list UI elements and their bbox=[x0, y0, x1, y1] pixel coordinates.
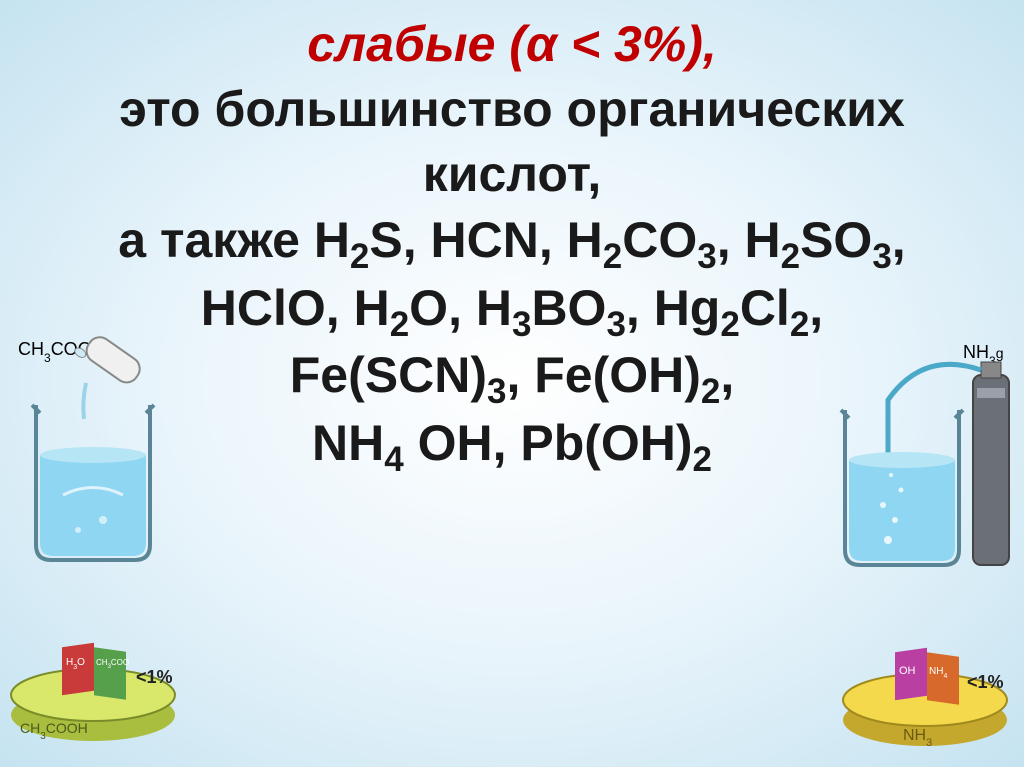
petri-dish-icon: OH NH4 <1% NH3 bbox=[843, 648, 1007, 749]
right-diagram: NH3g OH NH4 <1% NH3 bbox=[833, 340, 1018, 760]
left-diagram: CH3COOH H3O CH3COO <1% CH3COOH bbox=[8, 335, 188, 755]
beaker-icon bbox=[841, 410, 963, 565]
heading-line-2: это большинство органических bbox=[0, 77, 1024, 142]
heading-line-3: кислот, bbox=[0, 142, 1024, 207]
formula-line-1: а также H2S, HCN, H2CO3, H2SO3, bbox=[0, 207, 1024, 275]
formula-line-2: HClO, H2O, H3BO3, Hg2Cl2, bbox=[0, 275, 1024, 343]
petri-dish-icon: H3O CH3COO <1% CH3COOH bbox=[11, 643, 175, 742]
beaker-icon bbox=[32, 405, 154, 560]
svg-text:OH: OH bbox=[899, 665, 916, 677]
right-percent-label: <1% bbox=[967, 672, 1004, 692]
emphasis-weak: слабые (α < 3%), bbox=[307, 16, 717, 72]
heading-line-1: слабые (α < 3%), bbox=[0, 12, 1024, 77]
left-percent-label: <1% bbox=[136, 667, 173, 687]
